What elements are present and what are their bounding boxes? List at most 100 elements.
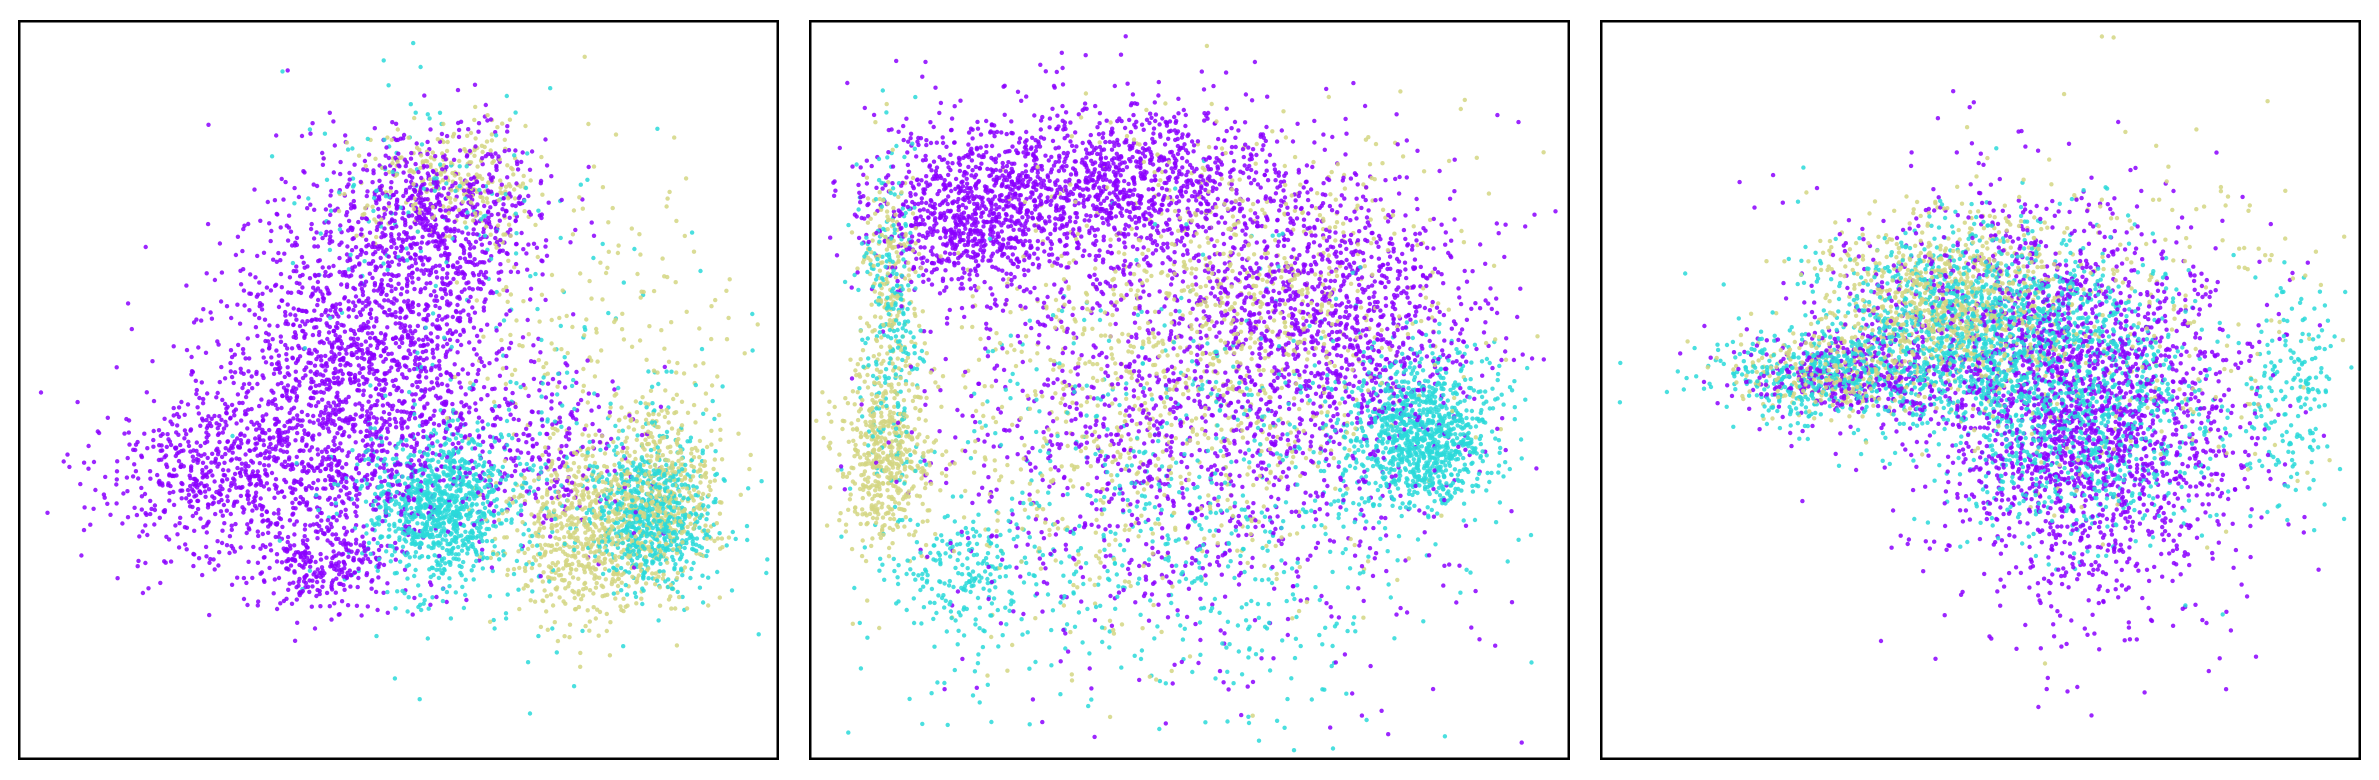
scatter-point-series-1 xyxy=(96,430,102,436)
scatter-point-series-1 xyxy=(385,260,391,265)
scatter-point-series-2 xyxy=(548,86,553,91)
scatter-point-series-1 xyxy=(307,419,312,424)
scatter-point-series-2 xyxy=(485,555,490,561)
scatter-point-series-1 xyxy=(392,416,397,422)
scatter-point-series-2 xyxy=(388,559,393,564)
scatter-point-series-3 xyxy=(472,153,477,158)
scatter-point-series-3 xyxy=(584,536,589,541)
scatter-point-series-2 xyxy=(414,541,419,546)
scatter-point-series-3 xyxy=(569,502,574,508)
scatter-point-series-3 xyxy=(587,527,593,532)
scatter-point-series-1 xyxy=(324,525,330,530)
scatter-point-series-1 xyxy=(562,385,568,390)
scatter-point-series-1 xyxy=(494,328,499,333)
scatter-point-series-1 xyxy=(235,392,241,397)
scatter-point-series-1 xyxy=(519,159,524,165)
scatter-point-series-2 xyxy=(520,485,525,490)
scatter-point-series-1 xyxy=(310,292,315,297)
scatter-point-series-2 xyxy=(318,231,323,236)
scatter-point-series-1 xyxy=(471,347,477,352)
scatter-point-series-3 xyxy=(581,366,586,372)
scatter-point-series-1 xyxy=(204,271,209,276)
scatter-point-series-1 xyxy=(253,490,259,495)
scatter-point-series-1 xyxy=(377,465,383,470)
scatter-point-series-3 xyxy=(592,460,598,466)
scatter-point-series-1 xyxy=(310,332,316,338)
scatter-point-series-2 xyxy=(635,433,640,438)
scatter-point-series-3 xyxy=(582,54,587,59)
scatter-point-series-3 xyxy=(581,497,586,502)
scatter-point-series-3 xyxy=(541,364,546,370)
scatter-point-series-2 xyxy=(679,482,684,487)
scatter-point-series-1 xyxy=(450,401,455,407)
scatter-point-series-1 xyxy=(387,411,392,417)
scatter-point-series-1 xyxy=(217,550,222,555)
scatter-point-series-1 xyxy=(294,264,299,269)
scatter-point-series-2 xyxy=(521,532,526,537)
scatter-point-series-1 xyxy=(452,229,457,234)
scatter-point-series-1 xyxy=(397,344,402,350)
scatter-point-series-2 xyxy=(535,306,540,312)
scatter-point-series-1 xyxy=(255,560,261,565)
scatter-point-series-1 xyxy=(319,518,324,523)
scatter-point-series-2 xyxy=(632,487,637,492)
scatter-point-series-1 xyxy=(420,262,426,267)
scatter-point-series-1 xyxy=(438,253,444,258)
scatter-point-series-3 xyxy=(594,326,599,332)
scatter-point-series-1 xyxy=(137,534,142,539)
scatter-point-series-1 xyxy=(412,252,418,257)
scatter-point-series-2 xyxy=(452,460,457,465)
scatter-point-series-1 xyxy=(244,411,249,417)
scatter-point-series-1 xyxy=(389,284,394,289)
scatter-point-series-1 xyxy=(206,487,212,492)
scatter-point-series-2 xyxy=(438,162,443,167)
scatter-point-series-3 xyxy=(619,327,625,332)
scatter-point-series-1 xyxy=(396,163,401,168)
scatter-point-series-1 xyxy=(346,496,351,501)
scatter-point-series-1 xyxy=(457,148,463,153)
scatter-point-series-1 xyxy=(206,414,211,419)
scatter-point-series-2 xyxy=(403,499,408,504)
scatter-point-series-2 xyxy=(362,259,367,264)
scatter-point-series-3 xyxy=(611,540,616,545)
scatter-point-series-2 xyxy=(539,410,544,415)
scatter-point-series-1 xyxy=(317,383,322,388)
scatter-point-series-2 xyxy=(442,464,447,470)
scatter-point-series-1 xyxy=(323,353,328,359)
scatter-point-series-1 xyxy=(410,270,415,275)
scatter-point-series-1 xyxy=(528,297,533,302)
scatter-point-series-2 xyxy=(460,584,465,590)
scatter-point-series-1 xyxy=(590,421,595,427)
scatter-point-series-2 xyxy=(292,201,297,206)
scatter-point-series-1 xyxy=(349,248,355,253)
scatter-point-series-1 xyxy=(135,564,140,569)
scatter-point-series-1 xyxy=(319,363,324,368)
scatter-point-series-2 xyxy=(615,436,621,441)
scatter-point-series-1 xyxy=(333,532,339,537)
scatter-point-series-3 xyxy=(532,521,537,526)
scatter-point-series-1 xyxy=(549,174,554,179)
scatter-point-series-1 xyxy=(233,521,238,527)
scatter-point-series-1 xyxy=(129,326,134,332)
scatter-point-series-1 xyxy=(275,382,281,387)
scatter-point-series-2 xyxy=(691,484,696,489)
scatter-point-series-1 xyxy=(325,426,331,431)
scatter-point-series-1 xyxy=(284,357,289,362)
scatter-point-series-1 xyxy=(344,284,350,290)
scatter-point-series-1 xyxy=(219,270,225,275)
scatter-point-series-1 xyxy=(321,416,326,422)
scatter-point-series-3 xyxy=(639,442,645,447)
scatter-point-series-2 xyxy=(560,403,565,408)
scatter-point-series-1 xyxy=(225,494,230,499)
scatter-point-series-1 xyxy=(78,481,83,487)
scatter-point-series-2 xyxy=(484,495,490,500)
scatter-point-series-3 xyxy=(699,495,704,501)
scatter-point-series-1 xyxy=(267,427,272,433)
scatter-point-series-2 xyxy=(559,424,564,429)
scatter-point-series-1 xyxy=(375,607,380,613)
scatter-point-series-2 xyxy=(496,511,501,516)
scatter-point-series-2 xyxy=(472,460,478,465)
scatter-point-series-1 xyxy=(450,441,455,447)
scatter-point-series-1 xyxy=(212,567,217,572)
scatter-point-series-1 xyxy=(433,294,439,299)
